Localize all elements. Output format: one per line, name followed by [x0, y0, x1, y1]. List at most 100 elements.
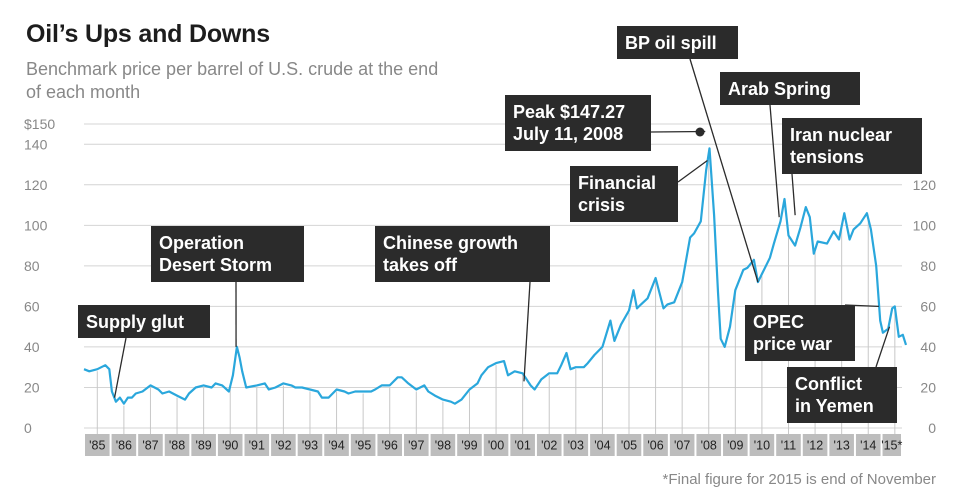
- year-box: [483, 434, 509, 456]
- year-box: [191, 434, 216, 456]
- right-tick-label: 120: [913, 177, 937, 193]
- year-box: [217, 434, 243, 456]
- year-label: '88: [169, 439, 185, 453]
- annotation-arab-spring: Arab Spring: [720, 72, 860, 218]
- year-box: [563, 434, 589, 456]
- annotation-text: Financial: [578, 173, 656, 193]
- year-label: '01: [514, 439, 530, 453]
- year-box: [536, 434, 562, 456]
- annotation-box: [570, 166, 678, 222]
- year-label: '02: [541, 439, 557, 453]
- year-box: [457, 434, 482, 456]
- year-box: [829, 434, 854, 456]
- annotation-text: Peak $147.27: [513, 102, 625, 122]
- year-axis-labels: '85 '86 '87 '88 '89 '90 '91 '92 '93 '94 '95 '96 '97 '…: [85, 434, 902, 456]
- annotation-box: [782, 118, 922, 174]
- annotation-box: [617, 26, 738, 59]
- annotation-text: Operation: [159, 233, 244, 253]
- annotation-box: [151, 226, 304, 282]
- left-axis-labels: $150 140 120 100 80 60 40 20 0: [24, 116, 55, 436]
- year-box: [164, 434, 190, 456]
- year-label: '13: [834, 439, 850, 453]
- left-tick-label: 100: [24, 217, 48, 233]
- year-box: [590, 434, 615, 456]
- year-label: '85: [89, 439, 105, 453]
- year-box: [404, 434, 429, 456]
- annotation-box: [505, 95, 651, 151]
- year-box: [138, 434, 163, 456]
- left-tick-label: 20: [24, 379, 40, 395]
- year-box: [882, 434, 901, 456]
- annotation-text: Conflict: [795, 374, 862, 394]
- annotation-box: [745, 305, 855, 361]
- year-box: [324, 434, 349, 456]
- year-label: '07: [674, 439, 690, 453]
- annotation-text: takes off: [383, 255, 458, 275]
- right-axis-labels: 120 100 80 60 40 20 0: [913, 177, 937, 436]
- annotation-bp-oil-spill: BP oil spill: [617, 26, 759, 283]
- annotation-text: crisis: [578, 195, 625, 215]
- left-tick-label: 120: [24, 177, 48, 193]
- year-label: '08: [701, 439, 717, 453]
- annotation-box: [375, 226, 550, 282]
- year-box: [297, 434, 323, 456]
- right-tick-label: 80: [920, 258, 936, 274]
- year-box: [643, 434, 668, 456]
- left-tick-label: 40: [24, 339, 40, 355]
- annotation-text: BP oil spill: [625, 33, 717, 53]
- year-box: [111, 434, 137, 456]
- year-box: [85, 434, 110, 456]
- year-box: [510, 434, 535, 456]
- leader-line: [769, 104, 780, 218]
- right-tick-label: 60: [920, 298, 936, 314]
- year-box: [271, 434, 296, 456]
- year-label: '89: [195, 439, 211, 453]
- year-box: [669, 434, 695, 456]
- right-tick-label: 40: [920, 339, 936, 355]
- right-tick-label: 100: [913, 217, 937, 233]
- year-label: '91: [249, 439, 265, 453]
- year-label: '15*: [881, 439, 902, 453]
- leader-line: [113, 337, 127, 398]
- left-tick-label: 60: [24, 298, 40, 314]
- annotation-text: price war: [753, 334, 832, 354]
- year-label: '14: [860, 439, 876, 453]
- annotation-text: Arab Spring: [728, 79, 831, 99]
- year-box: [723, 434, 748, 456]
- price-series: [83, 147, 908, 405]
- annotation-text: Iran nuclear: [790, 125, 892, 145]
- right-tick-label: 0: [928, 420, 936, 436]
- annotation-text: Supply glut: [86, 312, 184, 332]
- left-tick-label: 0: [24, 420, 32, 436]
- leader-line: [875, 326, 891, 368]
- annotation-text: Desert Storm: [159, 255, 272, 275]
- year-box: [696, 434, 722, 456]
- right-tick-label: 20: [920, 379, 936, 395]
- year-label: '97: [408, 439, 424, 453]
- left-tick-label: $150: [24, 116, 55, 132]
- year-box: [377, 434, 403, 456]
- chart-title: Oil’s Ups and Downs: [26, 20, 270, 48]
- annotation-supply-glut: Supply glut: [78, 305, 210, 398]
- year-label: '90: [222, 439, 238, 453]
- year-drop-lines: [96, 155, 896, 434]
- year-label: '11: [781, 439, 796, 453]
- year-label: '04: [594, 439, 610, 453]
- year-label: '10: [754, 439, 770, 453]
- price-line: [83, 147, 908, 405]
- year-box: [749, 434, 775, 456]
- year-box: [802, 434, 828, 456]
- year-label: '93: [302, 439, 318, 453]
- chart-subtitle: Benchmark price per barrel of U.S. crude…: [26, 59, 439, 102]
- year-box: [350, 434, 376, 456]
- year-label: '03: [568, 439, 584, 453]
- year-label: '00: [488, 439, 504, 453]
- year-label: '92: [275, 439, 291, 453]
- year-box: [776, 434, 801, 456]
